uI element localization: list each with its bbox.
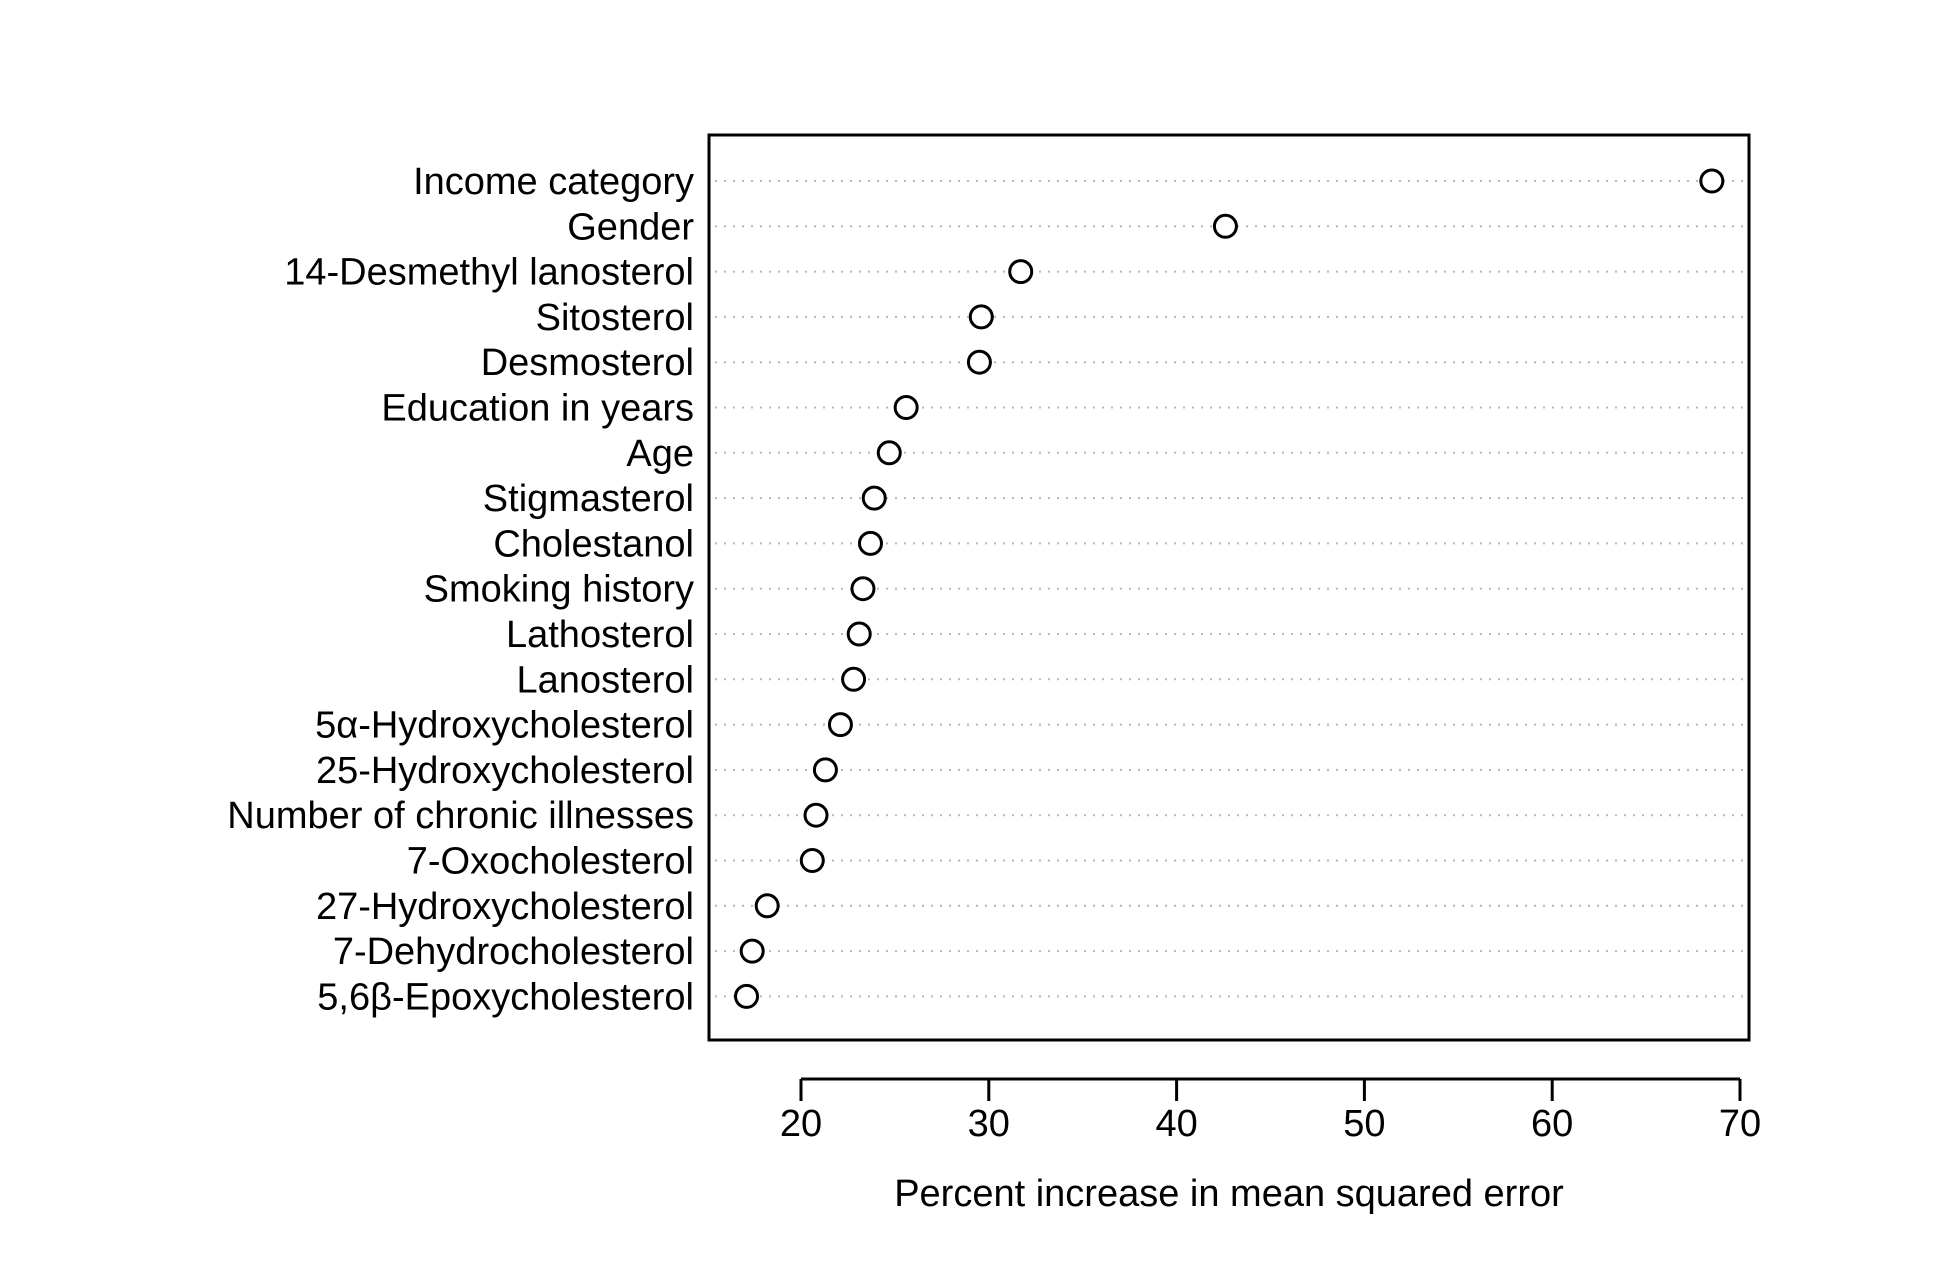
category-label: Sitosterol	[536, 297, 694, 339]
data-point	[827, 712, 853, 738]
category-label: 27-Hydroxycholesterol	[316, 886, 694, 928]
data-point	[1699, 168, 1725, 194]
category-label: Stigmasterol	[483, 478, 694, 520]
x-axis: 20 30 40 50 60 70	[780, 1077, 1761, 1145]
x-tick-label: 50	[1343, 1103, 1385, 1145]
data-point	[739, 938, 765, 964]
data-point	[803, 802, 829, 828]
category-label: 14-Desmethyl lanosterol	[284, 252, 694, 294]
data-point	[754, 893, 780, 919]
grid-lines	[715, 180, 1743, 998]
x-tick-label: 70	[1719, 1103, 1761, 1145]
category-label: Gender	[567, 206, 694, 248]
category-label: Lanosterol	[517, 659, 694, 701]
data-points	[734, 168, 1725, 1009]
category-label: Lathosterol	[506, 614, 694, 656]
category-label: Age	[626, 433, 694, 475]
data-point	[966, 349, 992, 375]
data-point	[846, 621, 872, 647]
plot-frame	[707, 133, 1751, 1042]
category-label: 7-Dehydrocholesterol	[333, 931, 694, 973]
category-label: Smoking history	[424, 569, 694, 611]
category-label: Cholestanol	[493, 523, 694, 565]
category-label: Desmosterol	[481, 342, 694, 384]
data-point	[734, 983, 760, 1009]
data-point	[1008, 259, 1034, 285]
data-point	[876, 440, 902, 466]
data-point	[850, 576, 876, 602]
x-axis-title: Percent increase in mean squared error	[894, 1173, 1564, 1215]
data-point	[861, 485, 887, 511]
category-label: 5α-Hydroxycholesterol	[315, 705, 694, 747]
data-point	[893, 395, 919, 420]
category-label: Education in years	[381, 388, 694, 430]
category-label: 7-Oxocholesterol	[407, 841, 694, 883]
data-point	[799, 848, 825, 873]
x-tick-label: 40	[1155, 1103, 1197, 1145]
category-label: Income category	[413, 161, 694, 203]
data-point	[1212, 213, 1238, 239]
x-tick-label: 30	[968, 1103, 1010, 1145]
x-tick-label: 20	[780, 1103, 822, 1145]
data-point	[812, 757, 838, 783]
category-label: 5,6β-Epoxycholesterol	[317, 976, 694, 1018]
x-tick-label: 60	[1531, 1103, 1573, 1145]
category-label: Number of chronic illnesses	[227, 795, 694, 837]
category-label: 25-Hydroxycholesterol	[316, 750, 694, 792]
data-point	[968, 304, 994, 330]
data-point	[857, 530, 883, 556]
data-point	[841, 666, 867, 692]
